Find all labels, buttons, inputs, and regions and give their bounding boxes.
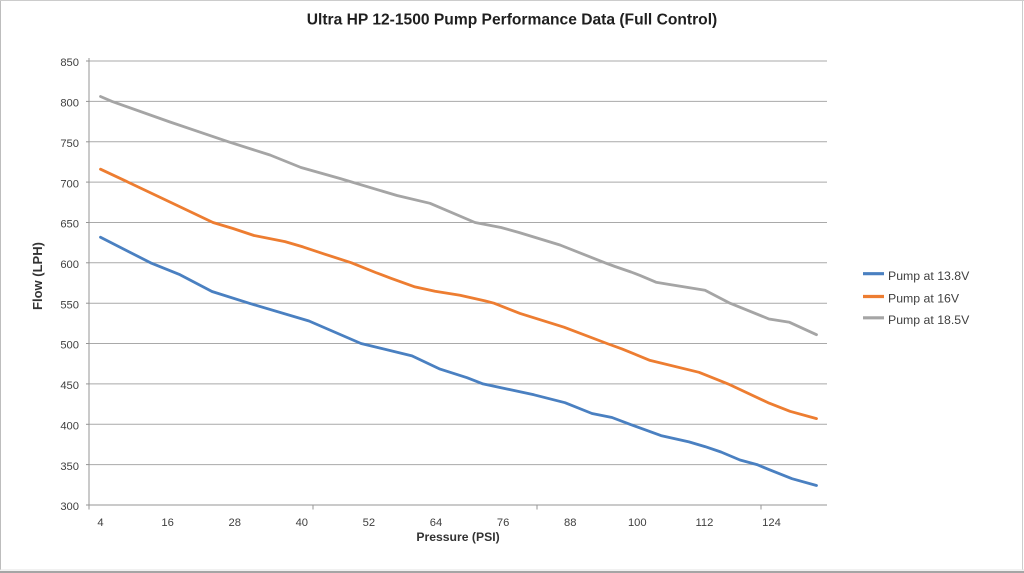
svg-text:400: 400 xyxy=(60,421,79,433)
svg-text:112: 112 xyxy=(695,517,713,529)
svg-text:Flow (LPH): Flow (LPH) xyxy=(30,242,45,310)
svg-text:88: 88 xyxy=(564,517,576,529)
svg-text:100: 100 xyxy=(628,517,647,529)
svg-text:Pump at 16V: Pump at 16V xyxy=(888,292,960,306)
svg-text:52: 52 xyxy=(363,517,375,529)
svg-text:650: 650 xyxy=(60,219,79,231)
svg-text:800: 800 xyxy=(60,98,79,110)
svg-text:124: 124 xyxy=(762,517,781,529)
svg-text:300: 300 xyxy=(60,501,79,513)
svg-text:Ultra HP 12-1500 Pump Performa: Ultra HP 12-1500 Pump Performance Data (… xyxy=(307,11,717,28)
svg-text:28: 28 xyxy=(228,517,240,529)
svg-text:500: 500 xyxy=(60,340,79,352)
svg-text:Pump at 13.8V: Pump at 13.8V xyxy=(888,269,970,283)
svg-text:600: 600 xyxy=(60,259,79,271)
svg-text:4: 4 xyxy=(97,517,103,529)
svg-text:700: 700 xyxy=(60,178,79,190)
svg-text:750: 750 xyxy=(60,138,79,150)
svg-text:76: 76 xyxy=(497,517,509,529)
svg-text:850: 850 xyxy=(60,57,79,69)
svg-text:16: 16 xyxy=(161,517,173,529)
svg-text:64: 64 xyxy=(430,517,442,529)
svg-text:350: 350 xyxy=(60,461,79,473)
svg-text:40: 40 xyxy=(296,517,308,529)
svg-text:550: 550 xyxy=(60,299,79,311)
svg-text:Pump at 18.5V: Pump at 18.5V xyxy=(888,313,970,327)
svg-text:Pressure (PSI): Pressure (PSI) xyxy=(416,530,499,544)
svg-text:450: 450 xyxy=(60,380,79,392)
